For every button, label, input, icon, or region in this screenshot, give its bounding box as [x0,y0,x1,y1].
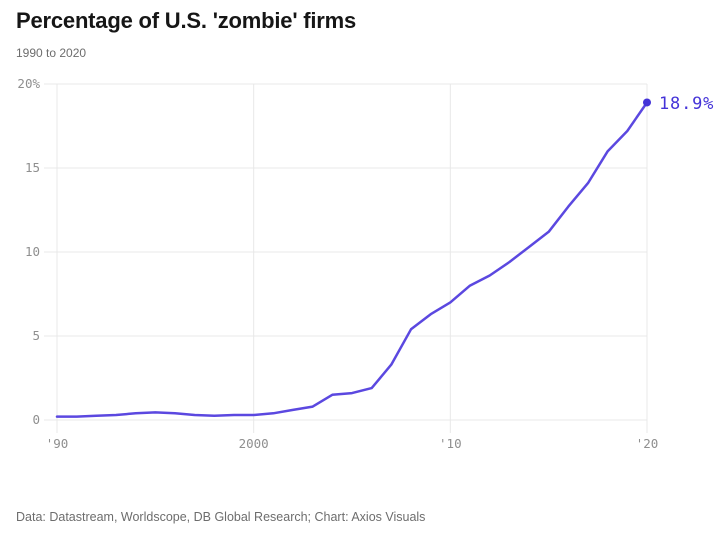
x-axis-tick-label: '10 [439,436,462,451]
zombie-firms-line [55,101,649,418]
y-axis-tick-label: 20% [17,76,40,91]
end-point-dot [643,98,651,107]
chart-subtitle: 1990 to 2020 [16,46,87,60]
y-axis-tick-label: 10 [25,244,40,259]
y-axis-tick-label: 5 [32,328,40,343]
y-axis-tick-label: 0 [32,412,40,427]
end-value-label: 18.9% [659,94,715,114]
chart-title: Percentage of U.S. 'zombie' firms [16,8,357,33]
source-attribution: Data: Datastream, Worldscope, DB Global … [16,510,426,524]
x-axis-tick-label: 2000 [239,436,269,451]
x-axis-tick-label: '20 [636,436,659,451]
y-axis-tick-label: 15 [25,160,40,175]
x-axis-tick-label: '90 [46,436,69,451]
